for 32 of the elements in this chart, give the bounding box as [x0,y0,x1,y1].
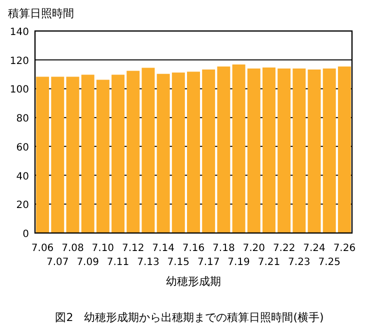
x-tick-label: 7.21 [258,257,280,268]
x-tick-label: 7.14 [152,243,174,254]
x-axis-title: 幼穂形成期 [166,275,221,288]
x-tick-label: 7.15 [167,257,190,268]
x-tick-label: 7.16 [182,243,205,254]
x-tick-label: 7.10 [92,243,114,254]
x-tick-label: 7.26 [333,243,356,254]
y-tick-label: 60 [16,142,29,154]
y-tick-label: 120 [10,56,29,67]
x-tick-label: 7.23 [288,257,310,268]
y-tick-label: 0 [22,229,29,240]
x-tick-label: 7.25 [318,257,340,268]
x-tick-label: 7.17 [197,257,220,268]
x-tick-label: 7.08 [62,243,84,254]
x-tick-label: 7.09 [76,257,99,268]
y-tick-label: 100 [10,84,29,96]
x-tick-label: 7.19 [228,257,250,268]
y-tick-label: 40 [16,171,29,182]
x-tick-label: 7.11 [106,257,130,268]
y-axis-title: 積算日照時間 [8,7,74,20]
caption: 図2 幼穂形成期から出穂期までの積算日照時間(横手) [55,311,324,324]
x-tick-label: 7.20 [242,243,266,254]
x-tick-label: 7.22 [272,243,296,254]
x-tick-label: 7.06 [31,243,54,254]
x-tick-label: 7.18 [212,243,235,254]
x-tick-label: 7.24 [303,243,326,254]
x-tick-label: 7.07 [46,257,69,268]
x-tick-label: 7.13 [137,257,160,268]
y-tick-label: 140 [10,27,29,38]
x-tick-label: 7.12 [122,243,144,254]
y-tick-label: 20 [16,200,29,212]
y-tick-label: 80 [16,114,29,125]
